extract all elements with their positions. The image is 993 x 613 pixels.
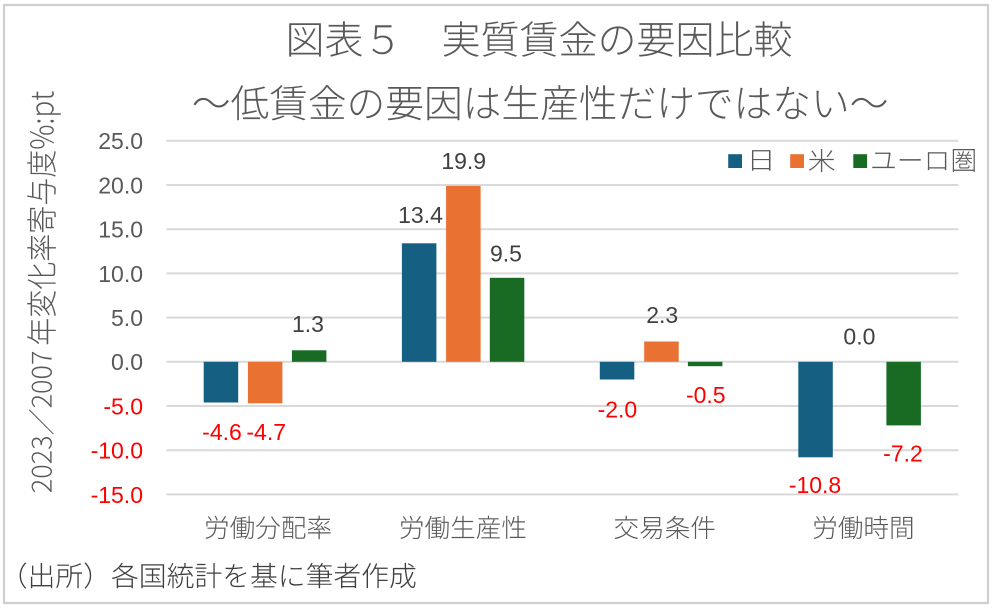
- svg-text:-4.6: -4.6: [202, 419, 242, 445]
- svg-text:25.0: 25.0: [98, 128, 143, 154]
- svg-text:9.5: 9.5: [490, 241, 522, 267]
- svg-text:2.3: 2.3: [646, 302, 678, 328]
- svg-text:0.0: 0.0: [843, 324, 875, 350]
- svg-text:-0.5: -0.5: [686, 382, 726, 408]
- svg-text:-10.0: -10.0: [91, 438, 143, 464]
- svg-text:20.0: 20.0: [98, 172, 143, 198]
- svg-text:13.4: 13.4: [398, 202, 443, 228]
- svg-text:15.0: 15.0: [98, 217, 143, 243]
- svg-text:0.0: 0.0: [111, 349, 143, 375]
- svg-text:1.3: 1.3: [292, 311, 324, 337]
- svg-text:-7.2: -7.2: [883, 441, 923, 467]
- svg-text:5.0: 5.0: [111, 305, 143, 331]
- svg-text:-2.0: -2.0: [598, 397, 638, 423]
- svg-text:10.0: 10.0: [98, 261, 143, 287]
- svg-text:-4.7: -4.7: [246, 419, 286, 445]
- svg-text:-5.0: -5.0: [103, 393, 143, 419]
- svg-text:-10.8: -10.8: [789, 472, 841, 498]
- svg-text:-15.0: -15.0: [91, 482, 143, 508]
- svg-text:19.9: 19.9: [441, 148, 486, 174]
